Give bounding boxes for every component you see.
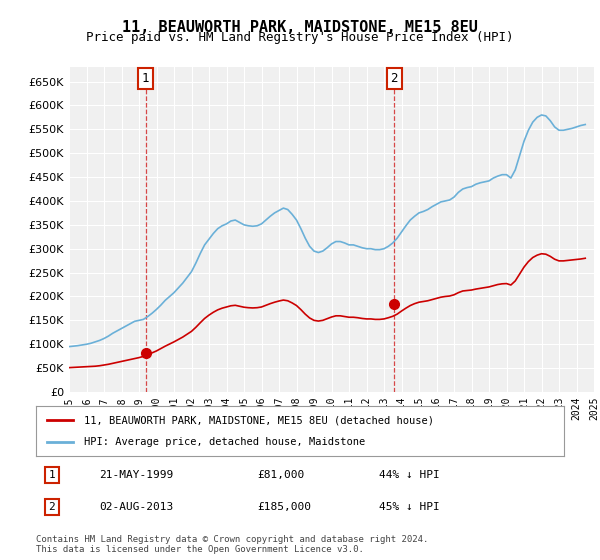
Text: £81,000: £81,000 <box>258 470 305 480</box>
Text: 1: 1 <box>49 470 55 480</box>
Text: 2: 2 <box>49 502 55 512</box>
Text: 11, BEAUWORTH PARK, MAIDSTONE, ME15 8EU: 11, BEAUWORTH PARK, MAIDSTONE, ME15 8EU <box>122 20 478 35</box>
Text: 1: 1 <box>142 72 149 85</box>
Text: 11, BEAUWORTH PARK, MAIDSTONE, ME15 8EU (detached house): 11, BEAUWORTH PARK, MAIDSTONE, ME15 8EU … <box>83 415 434 425</box>
Text: HPI: Average price, detached house, Maidstone: HPI: Average price, detached house, Maid… <box>83 437 365 447</box>
Text: 2: 2 <box>391 72 398 85</box>
Text: 21-MAY-1999: 21-MAY-1999 <box>100 470 173 480</box>
Text: Price paid vs. HM Land Registry's House Price Index (HPI): Price paid vs. HM Land Registry's House … <box>86 31 514 44</box>
Text: Contains HM Land Registry data © Crown copyright and database right 2024.
This d: Contains HM Land Registry data © Crown c… <box>36 535 428 554</box>
Text: 45% ↓ HPI: 45% ↓ HPI <box>379 502 440 512</box>
Text: £185,000: £185,000 <box>258 502 312 512</box>
Text: 02-AUG-2013: 02-AUG-2013 <box>100 502 173 512</box>
Text: 44% ↓ HPI: 44% ↓ HPI <box>379 470 440 480</box>
